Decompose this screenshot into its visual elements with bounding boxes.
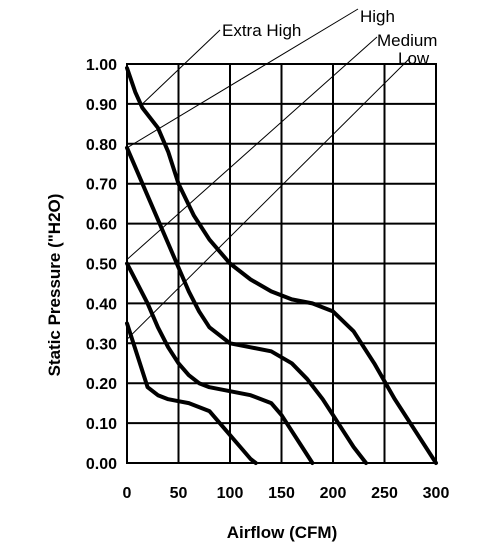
y-tick-label: 0.60 [86, 217, 117, 234]
y-tick-label: 0.90 [86, 97, 117, 114]
y-tick-label: 0.40 [86, 296, 117, 313]
legend-label: Extra High [222, 21, 301, 40]
x-tick-label: 250 [371, 485, 398, 502]
legend-leader-line [126, 57, 411, 340]
x-tick-label: 200 [320, 485, 347, 502]
x-tick-labels: 0 50 100 150 200 250 300 [123, 485, 450, 502]
x-axis-title: Airflow (CFM) [227, 523, 337, 542]
legend-label: Medium [377, 31, 437, 50]
series-line [125, 321, 258, 465]
x-tick-label: 100 [217, 485, 244, 502]
legend-leader-line [126, 36, 378, 260]
y-axis-title: Static Pressure ("H2O) [45, 194, 64, 377]
x-tick-label: 0 [123, 485, 132, 502]
y-tick-label: 0.50 [86, 257, 117, 274]
y-tick-label: 0.00 [86, 456, 117, 473]
y-tick-label: 0.70 [86, 177, 117, 194]
y-tick-label: 0.20 [86, 376, 117, 393]
legend-label: High [360, 7, 395, 26]
series-line [125, 261, 315, 465]
legend-leader-line [142, 29, 221, 105]
legend-leader-line [126, 8, 359, 149]
x-tick-label: 150 [268, 485, 295, 502]
plot-frame [126, 63, 437, 464]
y-tick-label: 0.30 [86, 336, 117, 353]
y-tick-label: 0.10 [86, 416, 117, 433]
legend-label: Low [398, 49, 430, 68]
x-tick-label: 300 [423, 485, 450, 502]
y-tick-label: 0.80 [86, 137, 117, 154]
series-line [125, 145, 368, 465]
series-line [125, 66, 438, 465]
grid [126, 63, 437, 464]
y-tick-labels: 0.00 0.10 0.20 0.30 0.40 0.50 0.60 0.70 0.80 0.90… [86, 57, 117, 473]
series-lines [125, 66, 438, 465]
x-tick-label: 50 [170, 485, 188, 502]
y-tick-label: 1.00 [86, 57, 117, 74]
legend-leader-lines [126, 8, 411, 340]
